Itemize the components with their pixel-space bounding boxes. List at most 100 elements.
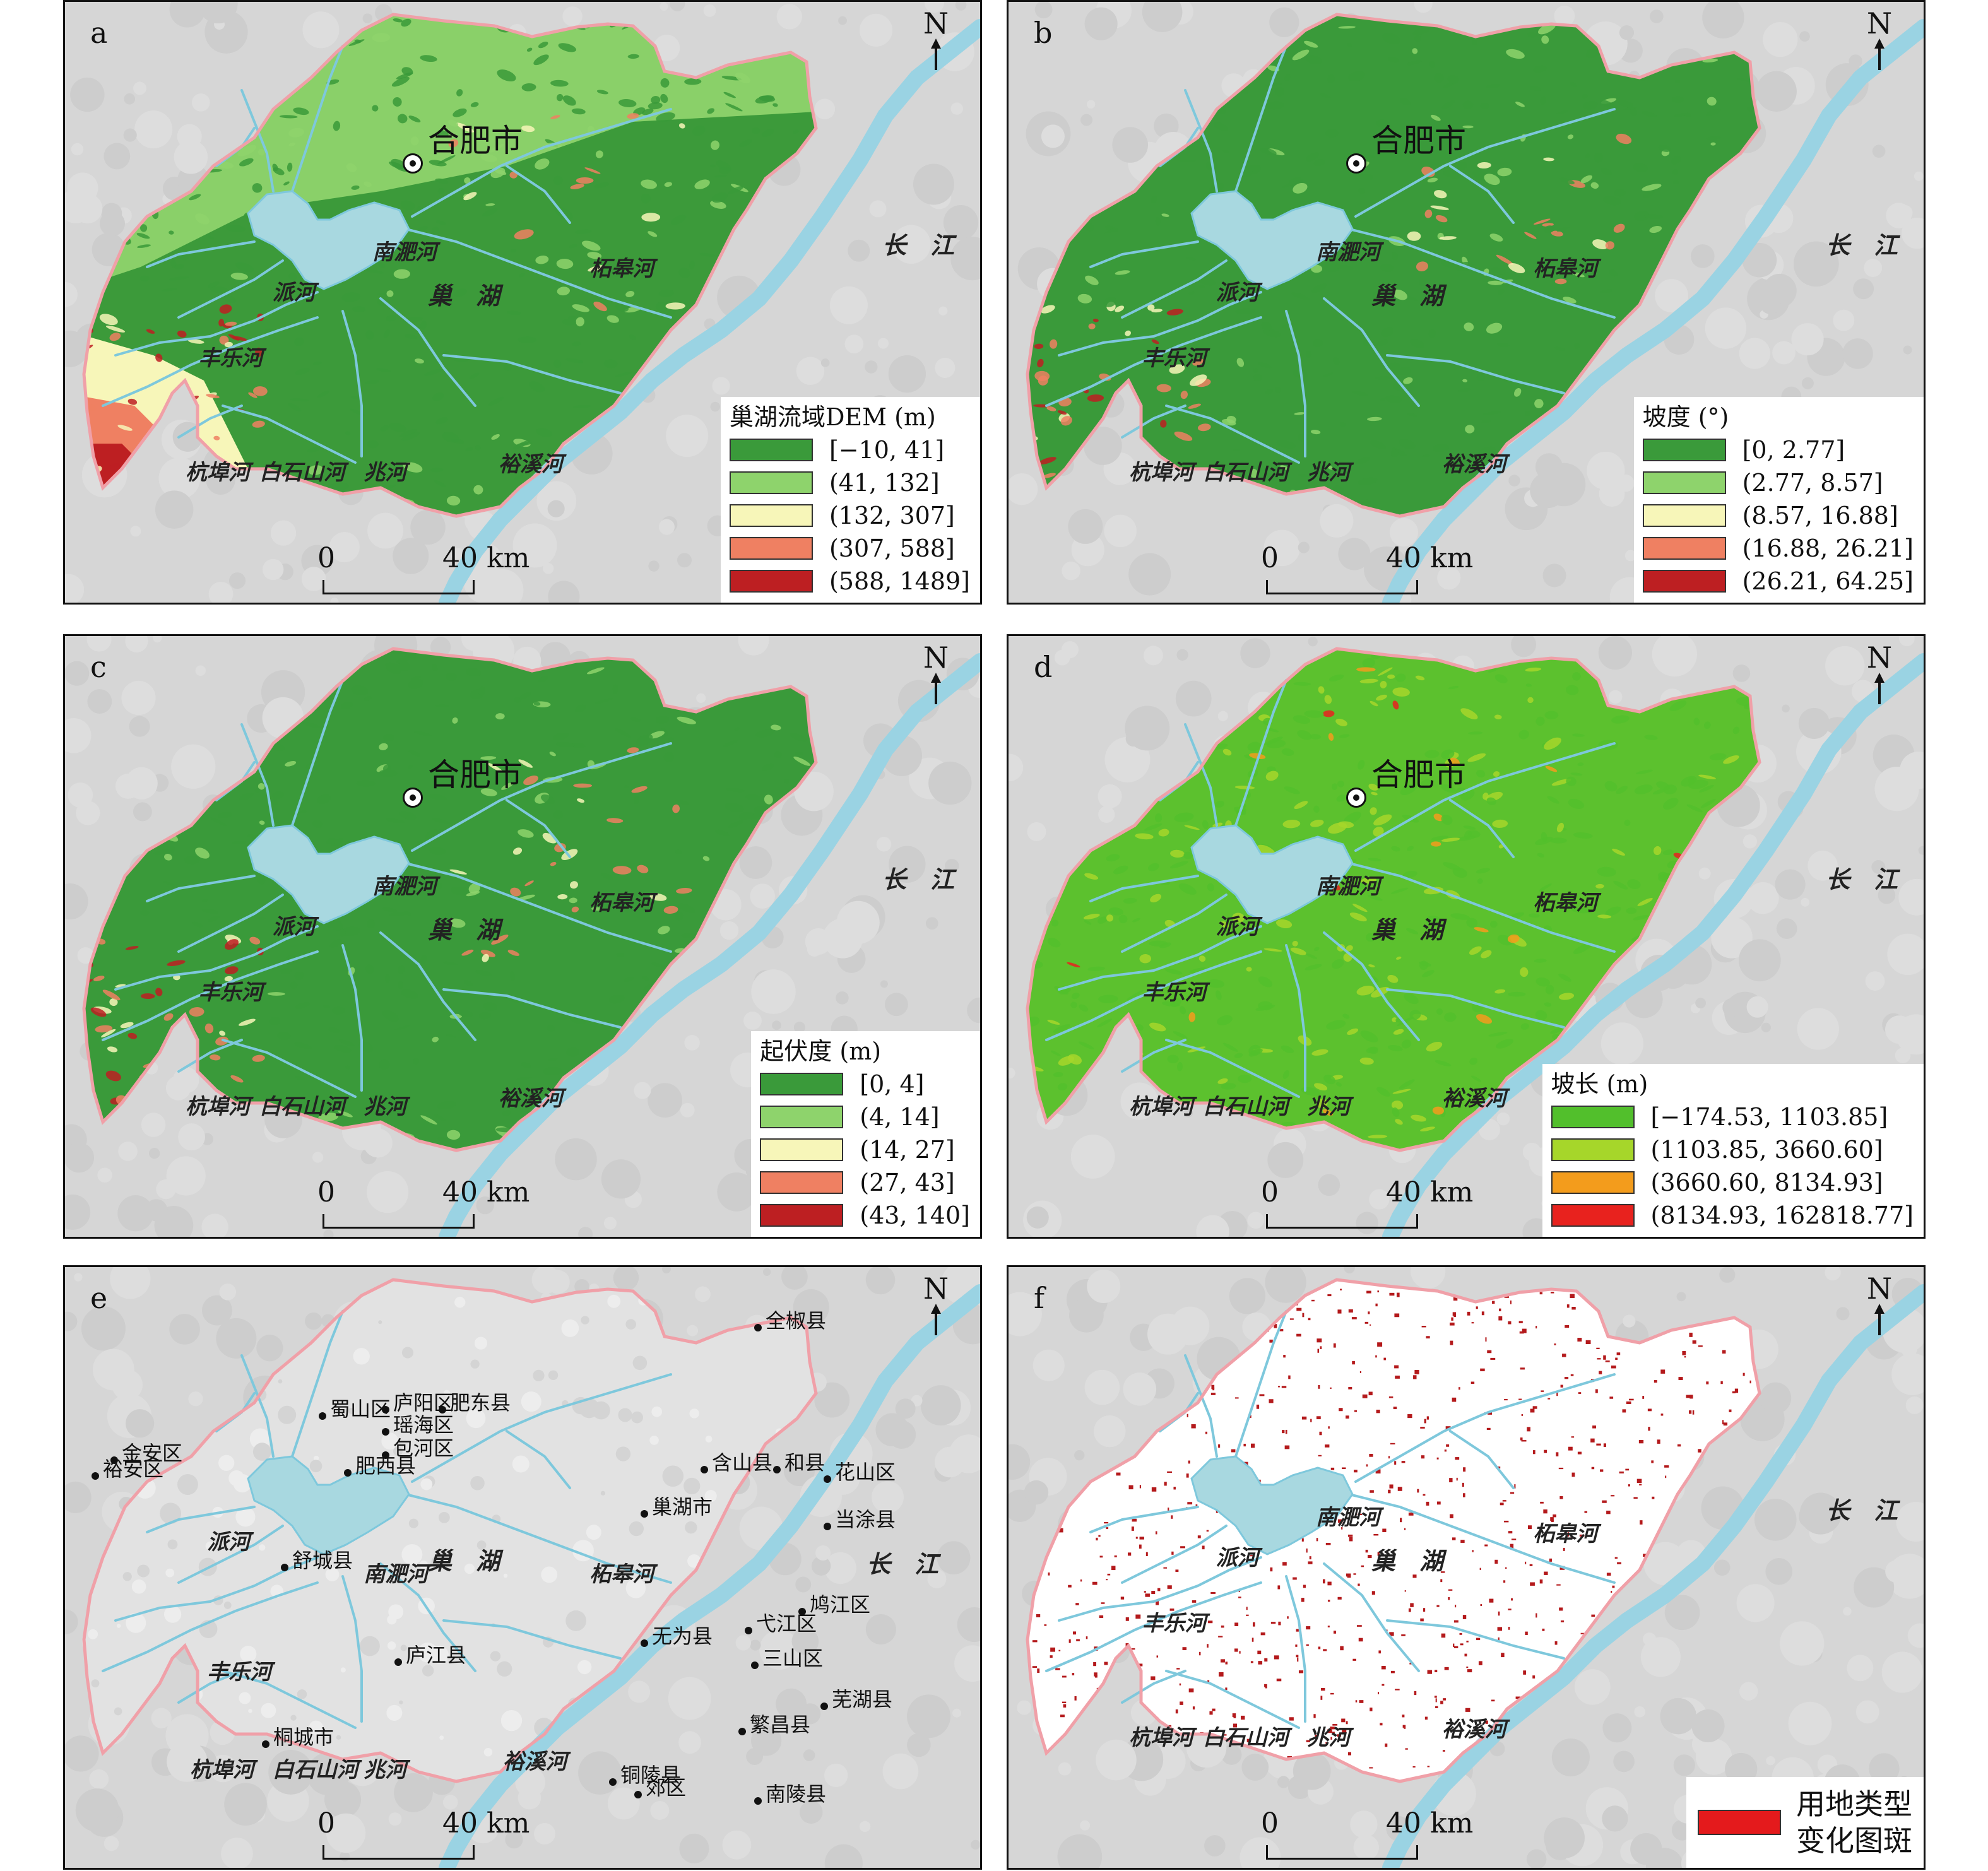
city-label: 合肥市 [428, 757, 523, 793]
county-marker-icon [745, 1627, 752, 1634]
county-label: 无为县 [652, 1624, 713, 1648]
county-marker-icon [824, 1523, 831, 1530]
yangtze-label: 长 江 [867, 1550, 939, 1578]
legend-label: [−174.53, 1103.85] [1650, 1103, 1888, 1131]
river-label-zhao: 兆河 [1307, 1725, 1351, 1750]
river-label-zhao: 兆河 [364, 1094, 407, 1119]
county-label: 桐城市 [273, 1725, 334, 1749]
river-network [102, 679, 672, 1098]
legend-swatch [1642, 537, 1726, 560]
basin-boundary [82, 1278, 818, 1783]
county-label: 包河区 [393, 1436, 454, 1460]
legend-swatch [1642, 504, 1726, 527]
basin-area [1027, 1280, 1760, 1781]
legend-label: (27, 43] [860, 1169, 955, 1196]
legend-swatch [1642, 471, 1726, 494]
chaohu-lake [247, 824, 410, 924]
river-label-zhegao: 柘皋河 [1533, 1521, 1598, 1547]
legend-title: 起伏度 (m) [760, 1037, 882, 1065]
river-label-yuxi: 裕溪河 [1441, 1716, 1506, 1742]
city-label: 合肥市 [1371, 122, 1466, 159]
county-label: 舒城县 [292, 1549, 353, 1573]
county-marker-icon [281, 1564, 288, 1571]
yangtze-label: 长 江 [1826, 1496, 1898, 1525]
yangtze-river [439, 1284, 980, 1868]
basin-map-e [65, 1267, 980, 1868]
county-label: 鸠江区 [810, 1593, 871, 1617]
river-label-hangbu: 杭埠河 [189, 1757, 254, 1783]
legend-label: (307, 588] [829, 534, 955, 562]
legend-swatch [1642, 570, 1726, 593]
scale-bar-a: 0 40 km [317, 542, 530, 599]
county-label: 花山区 [835, 1460, 896, 1484]
north-arrow-e: N [917, 1273, 955, 1355]
panel-label-a: a [90, 16, 108, 50]
map-panel-d: d N 0 40 km 坡长 (m) [−174.53, 1103.85] (110… [1007, 634, 1926, 1239]
legend-label: [0, 2.77] [1742, 436, 1845, 464]
county-marker-icon [382, 1451, 389, 1459]
river-label-baishishan: 白石山河 [259, 1094, 345, 1119]
river-label-nanfei: 南淝河 [372, 873, 437, 899]
county-marker-icon [394, 1658, 402, 1666]
county-marker-icon [609, 1778, 617, 1786]
legend-swatch [729, 570, 813, 593]
lake-label: 巢 湖 [1371, 281, 1444, 310]
legend-item: [0, 2.77] [1642, 434, 1914, 466]
legend-item: (8134.93, 162818.77] [1551, 1199, 1914, 1232]
legend-label: (4, 14] [860, 1103, 940, 1131]
river-label-baishishan: 白石山河 [1202, 459, 1289, 485]
river-label-yuxi: 裕溪河 [1441, 1085, 1506, 1111]
legend-label: (132, 307] [829, 502, 955, 529]
legend-item: (4, 14] [760, 1101, 970, 1133]
scale-bar-e: 0 40 km [317, 1807, 530, 1864]
scale-start: 0 [317, 1176, 335, 1208]
county-label: 庐江县 [406, 1643, 467, 1667]
legend-title: 坡度 (°) [1642, 403, 1729, 431]
river-label-hangbu: 杭埠河 [1128, 1094, 1193, 1119]
lake-label: 巢 湖 [428, 281, 500, 310]
legend-swatch [1551, 1171, 1635, 1194]
county-marker-icon [773, 1466, 781, 1473]
yangtze-river [439, 653, 980, 1237]
legend-a: 巢湖流域DEM (m) [−10, 41] (41, 132] (132, 307] (… [720, 397, 980, 603]
county-label: 肥西县 [355, 1454, 417, 1478]
north-arrow-b: N [1861, 8, 1898, 90]
river-label-hangbu: 杭埠河 [185, 459, 250, 485]
river-label-yuxi: 裕溪河 [498, 451, 563, 477]
county-label: 巢湖市 [652, 1495, 713, 1519]
river-label-hangbu: 杭埠河 [185, 1094, 250, 1119]
scale-bar-line [322, 1214, 475, 1229]
river-label-zhegao: 柘皋河 [1533, 890, 1598, 916]
basin-boundary [1026, 13, 1761, 518]
county-label: 郊区 [646, 1776, 687, 1800]
legend-label: (588, 1489] [829, 567, 970, 595]
yangtze-label: 长 江 [1826, 865, 1898, 894]
county-marker-icon [382, 1428, 389, 1436]
north-arrow-icon [931, 1304, 941, 1335]
scale-end: 40 km [1386, 1176, 1474, 1208]
county-label: 金安区 [122, 1441, 183, 1465]
city-marker-icon [403, 153, 423, 174]
scale-start: 0 [1261, 1807, 1279, 1839]
county-marker-icon [751, 1661, 759, 1669]
lake-label: 巢 湖 [428, 1547, 500, 1575]
river-label-fengle: 丰乐河 [198, 345, 263, 371]
river-label-zhao: 兆河 [1307, 459, 1351, 485]
yangtze-river [1382, 1284, 1924, 1868]
city-label: 合肥市 [1371, 757, 1466, 793]
river-label-fengle: 丰乐河 [1142, 345, 1207, 371]
legend-f: 用地类型 变化图斑 [1686, 1777, 1924, 1868]
scale-bar-f: 0 40 km [1261, 1807, 1473, 1864]
chaohu-lake [1190, 824, 1354, 924]
river-label-fengle: 丰乐河 [207, 1660, 272, 1685]
lake-label: 巢 湖 [1371, 916, 1444, 944]
scale-bar-line [1266, 1845, 1418, 1860]
scale-bar-line [322, 1845, 475, 1860]
basin-boundary [82, 13, 818, 518]
legend-swatch [729, 439, 813, 461]
legend-label: [0, 4] [860, 1070, 925, 1098]
legend-item: (27, 43] [760, 1166, 970, 1199]
city-marker-icon [1346, 788, 1366, 808]
scale-start: 0 [317, 1807, 335, 1839]
river-label-baishishan: 白石山河 [1202, 1094, 1289, 1119]
